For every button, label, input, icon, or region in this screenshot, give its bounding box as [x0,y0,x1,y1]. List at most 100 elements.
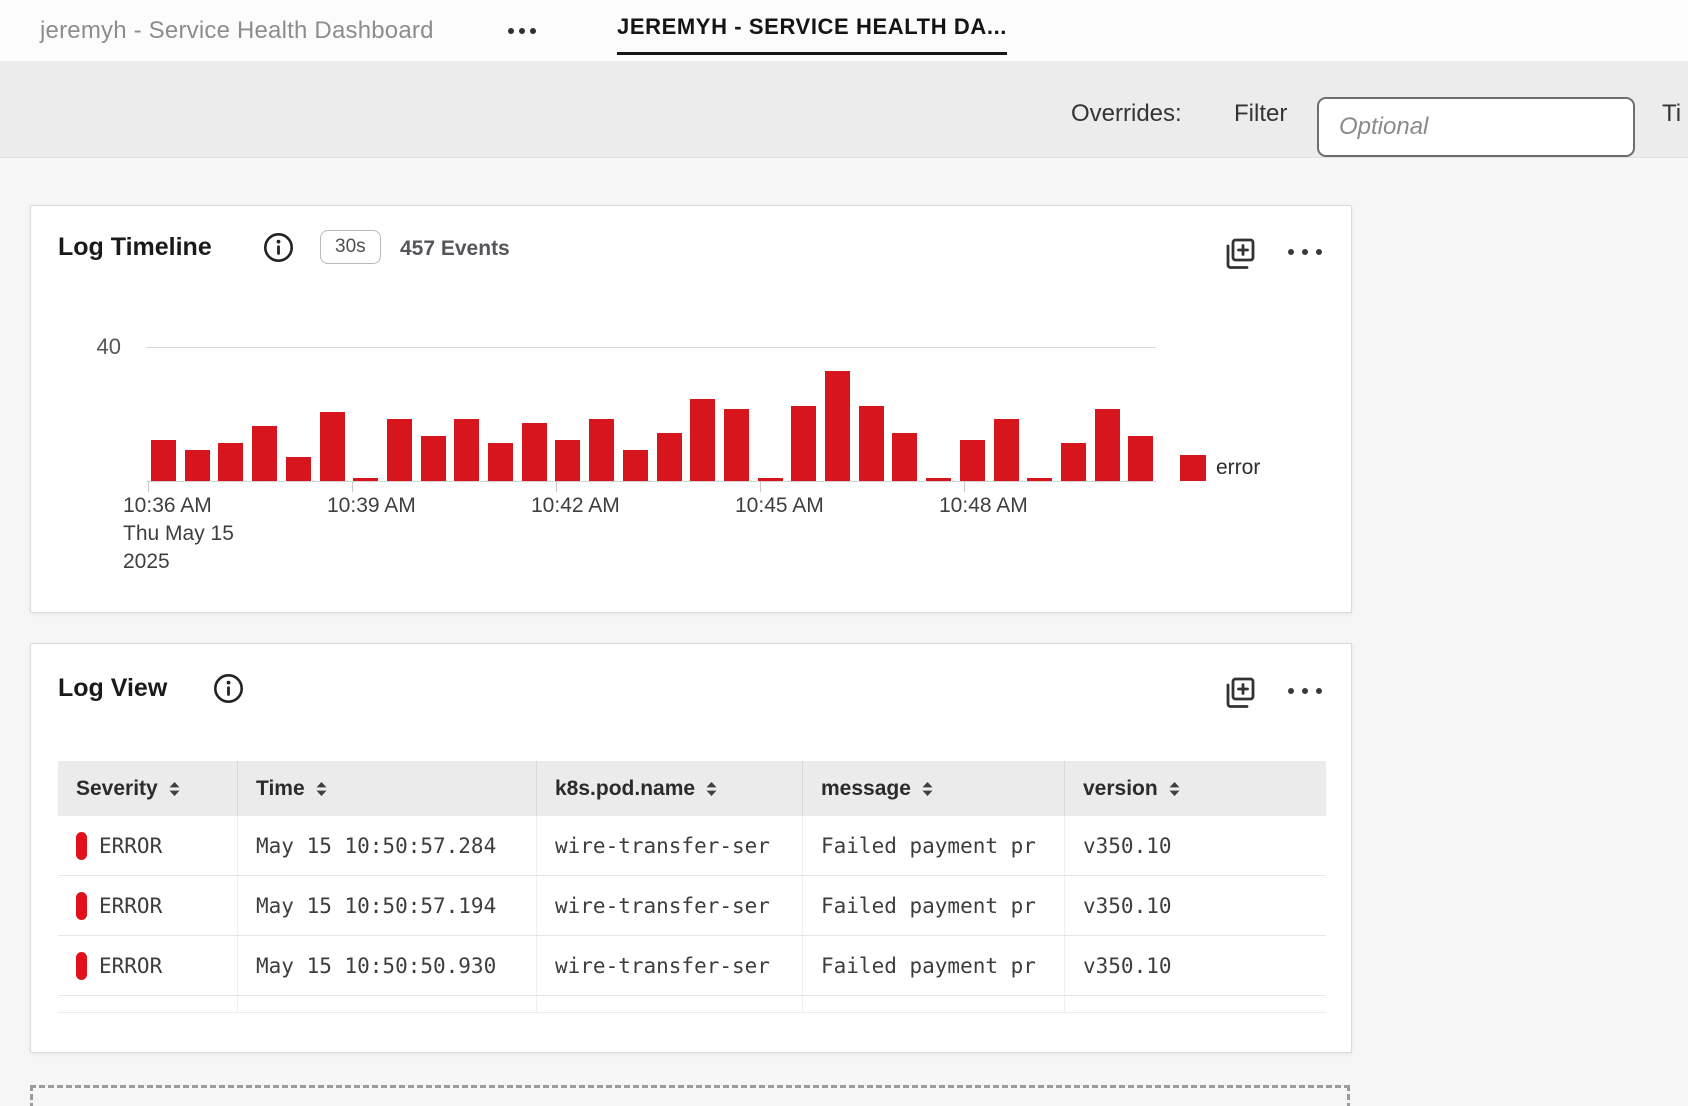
window-titlebar: jeremyh - Service Health Dashboard JEREM… [0,0,1688,62]
error-bar[interactable] [151,439,176,481]
overrides-label: Overrides: [1071,100,1182,127]
error-bar[interactable] [353,477,379,481]
interval-badge: 30s [320,230,381,264]
x-axis-tick [352,481,353,492]
timeframe-label-clipped: Ti [1662,100,1682,127]
error-bar[interactable] [285,457,311,481]
more-menu-icon[interactable] [1288,249,1322,255]
timeline-title: Log Timeline [58,233,212,261]
table-row[interactable]: ERROR May 15 10:50:57.284 wire-transfer-se… [58,816,1326,876]
severity-cell: ERROR [58,936,238,995]
error-bar[interactable] [656,432,682,481]
info-icon[interactable] [213,673,244,704]
more-menu-icon[interactable] [1288,688,1322,694]
error-bar[interactable] [690,398,716,481]
error-bar[interactable] [993,419,1019,481]
empty-tile-placeholder[interactable] [30,1085,1350,1106]
column-header-message[interactable]: message [803,761,1065,816]
error-bar[interactable] [1094,408,1120,481]
column-header-time[interactable]: Time [238,761,537,816]
error-bar[interactable] [454,419,480,481]
timeline-chart: 40 10:36 AM Thu May 15 2025 10:39 AM 10:42 A… [31,206,1353,614]
overrides-toolbar: Overrides: Filter Ti [0,62,1688,158]
message-cell: Failed payment pr [803,816,1065,875]
info-icon[interactable] [263,232,294,263]
time-cell: May 15 10:50:50.930 [238,936,537,995]
error-bar[interactable] [488,443,513,481]
x-axis-line [146,481,1156,482]
error-bar[interactable] [622,450,648,481]
error-bar[interactable] [892,432,918,481]
message-cell: Failed payment pr [803,936,1065,995]
message-cell: Failed payment pr [803,876,1065,935]
error-bar[interactable] [252,426,278,481]
severity-error-pill [76,891,87,920]
window-menu-icon[interactable] [508,28,536,34]
error-bar[interactable] [184,450,210,481]
log-table: Severity Time k8s.pod.name message version E… [58,761,1326,1013]
x-axis-tick-label: 10:39 AM [327,494,416,517]
x-axis-tick-label: 10:48 AM [939,494,1028,517]
table-partial-row [58,996,1326,1013]
error-bar[interactable] [757,477,783,481]
duplicate-icon[interactable] [1222,675,1258,711]
table-row[interactable]: ERROR May 15 10:50:57.194 wire-transfer-se… [58,876,1326,936]
filter-label: Filter [1234,100,1288,127]
bar-series-error [151,206,1181,481]
error-bar[interactable] [319,412,345,481]
window-title: jeremyh - Service Health Dashboard [40,17,434,44]
logview-title: Log View [58,674,168,702]
error-bar[interactable] [1060,443,1086,481]
severity-error-pill [76,951,87,980]
log-timeline-card: Log Timeline 30s 457 Events 40 10:36 AM T… [30,205,1352,613]
dashboard-tab[interactable]: JEREMYH - SERVICE HEALTH DA... [617,14,1008,55]
version-cell: v350.10 [1083,833,1172,858]
severity-error-pill [76,831,87,860]
x-axis-tick [760,481,761,492]
table-header-row: Severity Time k8s.pod.name message version [58,761,1326,816]
column-header-version[interactable]: version [1065,761,1326,816]
legend-error-label: error [1216,456,1261,479]
chart-legend: error [1180,455,1260,481]
error-bar[interactable] [218,443,244,481]
error-bar[interactable] [420,436,446,481]
duplicate-icon[interactable] [1222,236,1258,272]
error-bar[interactable] [959,439,985,481]
x-axis-tick [556,481,557,492]
error-bar[interactable] [791,405,817,481]
error-bar[interactable] [926,477,952,481]
legend-error-swatch [1180,455,1206,481]
error-bar[interactable] [589,419,615,481]
x-axis-tick-label: 10:45 AM [735,494,824,517]
error-bar[interactable] [825,371,850,481]
severity-cell: ERROR [58,876,238,935]
sort-icon[interactable] [921,781,934,797]
error-bar[interactable] [858,405,884,481]
pod-name-cell: wire-transfer-ser [537,876,803,935]
column-header-severity[interactable]: Severity [58,761,238,816]
version-cell: v350.10 [1083,893,1172,918]
error-bar[interactable] [723,408,749,481]
pod-name-cell: wire-transfer-ser [537,816,803,875]
error-bar[interactable] [555,439,581,481]
sort-icon[interactable] [705,781,718,797]
filter-input[interactable] [1317,97,1635,157]
sort-icon[interactable] [168,781,181,797]
error-bar[interactable] [1027,477,1053,481]
x-axis-tick-label: 10:36 AM Thu May 15 2025 [123,494,234,573]
sort-icon[interactable] [1168,781,1181,797]
x-axis-tick-label: 10:42 AM [531,494,620,517]
sort-icon[interactable] [315,781,328,797]
error-bar[interactable] [521,422,547,481]
events-count: 457 Events [400,237,510,260]
pod-name-cell: wire-transfer-ser [537,936,803,995]
column-header-k8s-pod-name[interactable]: k8s.pod.name [537,761,803,816]
time-cell: May 15 10:50:57.194 [238,876,537,935]
table-row[interactable]: ERROR May 15 10:50:50.930 wire-transfer-se… [58,936,1326,996]
error-bar[interactable] [386,419,412,481]
version-cell: v350.10 [1083,953,1172,978]
error-bar[interactable] [1128,436,1154,481]
y-axis-tick-label: 40 [96,334,121,359]
x-axis-tick [148,481,149,492]
time-cell: May 15 10:50:57.284 [238,816,537,875]
